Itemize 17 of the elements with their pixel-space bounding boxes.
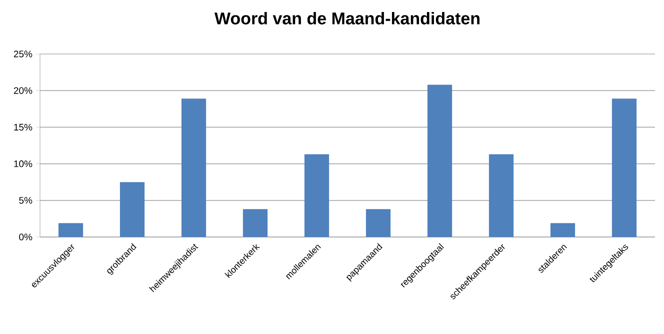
y-tick-label: 20% (14, 87, 32, 94)
bar (58, 223, 84, 237)
y-tick-label: 10% (14, 160, 32, 168)
chart-title: Woord van de Maand-kandidaten (214, 12, 480, 24)
y-tick-label: 25% (14, 50, 32, 58)
bar (242, 209, 268, 237)
bar (120, 182, 145, 237)
bar (366, 209, 391, 237)
y-tick-label: 5% (19, 197, 32, 204)
bar (488, 154, 514, 237)
y-tick-label: 0% (19, 234, 32, 240)
y-tick-label: 15% (14, 124, 32, 131)
bar (304, 154, 330, 237)
bar (612, 98, 637, 237)
bar (427, 84, 452, 237)
bar (550, 223, 576, 237)
bar (181, 98, 206, 237)
